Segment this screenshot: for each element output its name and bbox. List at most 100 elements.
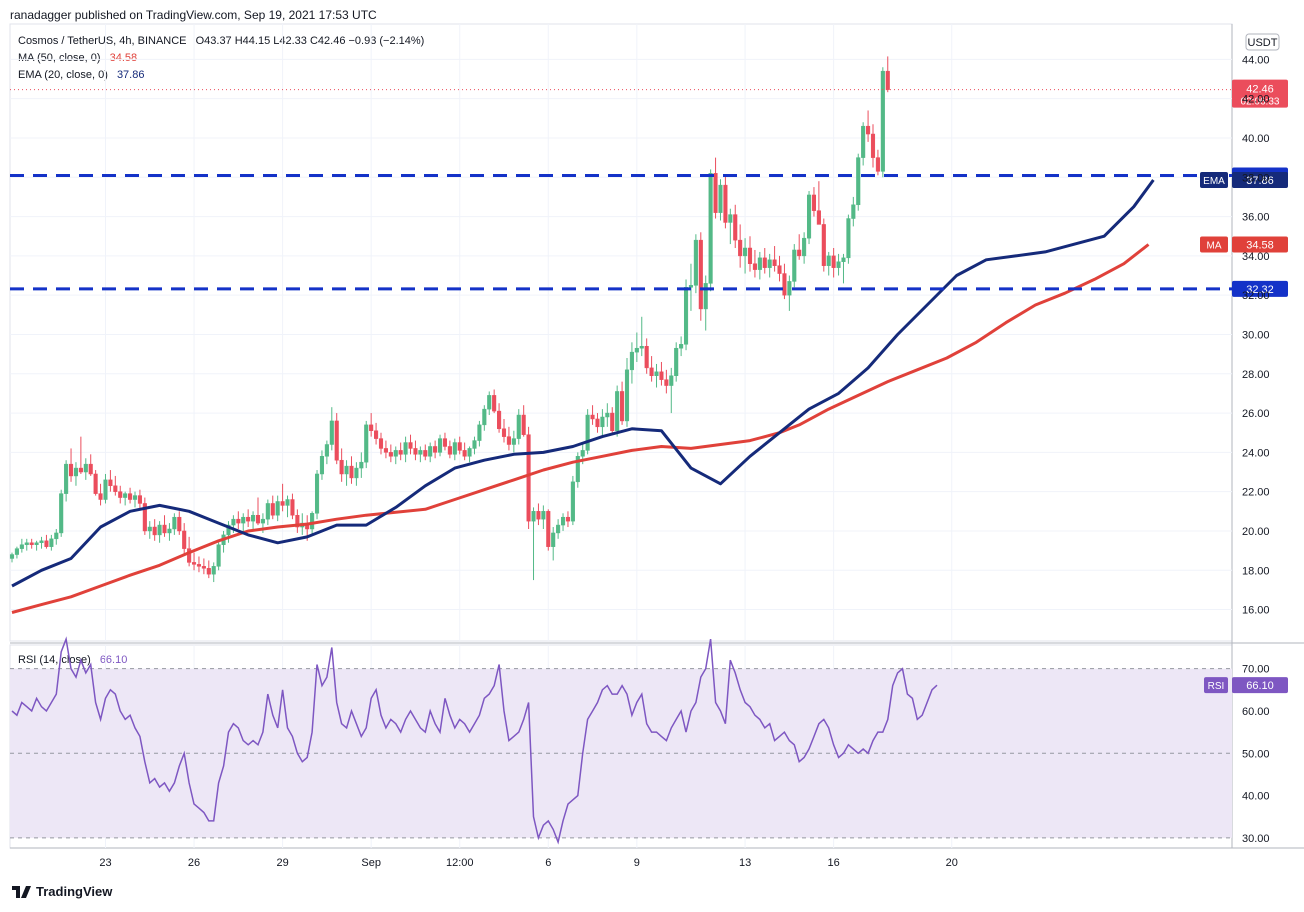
candle-body bbox=[442, 438, 448, 447]
candle-body bbox=[816, 210, 821, 225]
candle-body bbox=[683, 287, 689, 345]
candle-body bbox=[457, 442, 462, 451]
candle bbox=[241, 513, 246, 533]
candle bbox=[344, 460, 349, 486]
candle bbox=[398, 442, 403, 461]
candle-body bbox=[182, 530, 187, 549]
candle-body bbox=[580, 450, 585, 457]
ema-badge-text: 37.86 bbox=[1246, 175, 1274, 187]
candle-body bbox=[162, 524, 167, 534]
price-tick-label: 26.00 bbox=[1242, 408, 1270, 420]
candle bbox=[723, 175, 728, 229]
candle-body bbox=[501, 428, 507, 437]
candle bbox=[551, 527, 556, 561]
ema-badge-tag bbox=[1200, 172, 1228, 189]
candle-body bbox=[777, 265, 782, 274]
candle-body bbox=[201, 566, 206, 569]
candle-body bbox=[236, 518, 241, 524]
price-tick-label: 18.00 bbox=[1242, 565, 1270, 577]
candle-body bbox=[565, 516, 571, 522]
candle bbox=[713, 157, 718, 219]
candle-body bbox=[68, 463, 74, 477]
ma-badge: MA 34.58 bbox=[1200, 236, 1288, 253]
candle-body bbox=[73, 467, 79, 477]
candle bbox=[152, 519, 157, 541]
candle-body bbox=[811, 194, 817, 211]
candle bbox=[472, 436, 477, 455]
price-tick-label: 20.00 bbox=[1242, 526, 1270, 538]
candle bbox=[442, 432, 448, 451]
candle bbox=[536, 503, 541, 526]
candle bbox=[467, 446, 472, 463]
candle bbox=[423, 444, 428, 461]
candle-body bbox=[654, 371, 659, 376]
candle-body bbox=[128, 493, 133, 500]
candle bbox=[354, 462, 359, 486]
candle-body bbox=[260, 518, 265, 524]
candle bbox=[374, 422, 379, 445]
rsi-tick-label: 70.00 bbox=[1242, 664, 1270, 676]
candle-body bbox=[546, 511, 551, 547]
candle bbox=[54, 528, 59, 545]
candle bbox=[462, 442, 467, 461]
candle bbox=[64, 460, 69, 502]
price-tick-label: 42.00 bbox=[1242, 94, 1270, 106]
candle-body bbox=[590, 414, 595, 420]
candle bbox=[290, 493, 295, 520]
currency-badge-box[interactable] bbox=[1245, 33, 1280, 51]
candle bbox=[78, 436, 83, 474]
candle bbox=[866, 110, 871, 142]
candle-body bbox=[723, 184, 728, 223]
candle-body bbox=[418, 450, 423, 455]
candle bbox=[644, 338, 649, 374]
candle-body bbox=[157, 524, 162, 536]
candle-body bbox=[216, 544, 221, 567]
candle-body bbox=[467, 448, 472, 457]
candle-body bbox=[19, 544, 24, 549]
candle bbox=[811, 187, 817, 217]
currency-badge-text[interactable]: USDT bbox=[1248, 37, 1278, 49]
candle bbox=[132, 491, 138, 508]
support-badge: 32.32 bbox=[1232, 280, 1288, 297]
candle bbox=[177, 511, 182, 535]
candle-body bbox=[88, 463, 93, 475]
candle-body bbox=[408, 442, 413, 449]
candle-body bbox=[560, 516, 566, 526]
candle bbox=[511, 430, 516, 453]
candle bbox=[875, 149, 880, 176]
price-tick-label: 38.00 bbox=[1242, 172, 1270, 184]
candle bbox=[738, 224, 743, 268]
candle-body bbox=[423, 450, 428, 457]
candle bbox=[206, 560, 211, 579]
candle-body bbox=[615, 391, 620, 431]
currency-badge[interactable]: USDT bbox=[1245, 33, 1280, 51]
candle-body bbox=[83, 463, 88, 473]
candle-body bbox=[787, 281, 792, 296]
candle bbox=[44, 534, 49, 549]
candle bbox=[334, 413, 339, 465]
candle bbox=[747, 236, 753, 272]
candle-body bbox=[413, 448, 418, 455]
candle-body bbox=[585, 414, 590, 451]
candle bbox=[14, 546, 19, 559]
candle-body bbox=[324, 444, 329, 457]
candle bbox=[620, 381, 625, 425]
candle-body bbox=[428, 446, 433, 457]
rsi-tick-label: 40.00 bbox=[1242, 791, 1270, 803]
candle bbox=[664, 369, 669, 394]
price-tick-label: 44.00 bbox=[1242, 54, 1270, 66]
candle bbox=[698, 232, 703, 321]
candle-body bbox=[44, 540, 49, 547]
candle bbox=[669, 367, 674, 414]
candle bbox=[762, 248, 767, 274]
candle bbox=[639, 316, 644, 357]
candle-body bbox=[339, 459, 344, 475]
candle-body bbox=[447, 446, 452, 455]
candle-body bbox=[437, 438, 443, 453]
candle-body bbox=[713, 173, 718, 213]
candle-body bbox=[841, 257, 846, 263]
candle-body bbox=[393, 450, 398, 457]
candle bbox=[841, 253, 846, 284]
candle-body bbox=[605, 412, 610, 418]
